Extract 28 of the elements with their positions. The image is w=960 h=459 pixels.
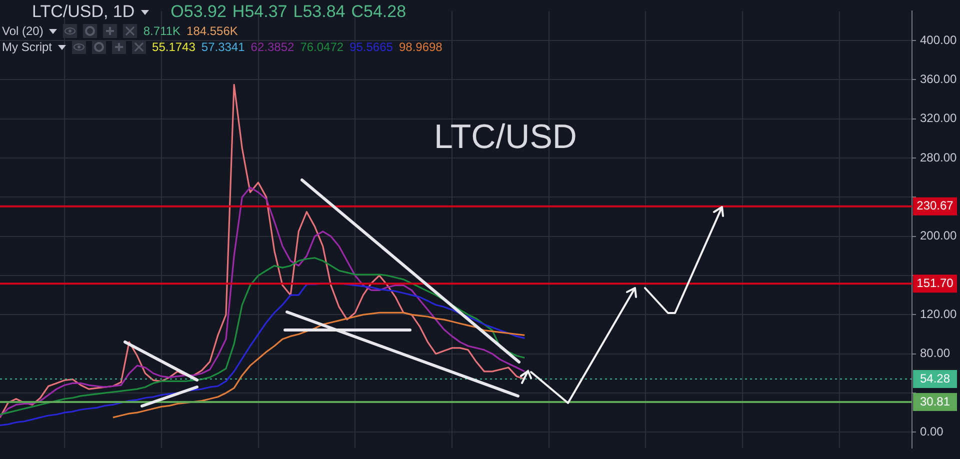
annotation: 184.556K — [186, 24, 238, 38]
annotation: 76.0472 — [300, 40, 344, 54]
annotation: 57.3341 — [201, 40, 245, 54]
ref-line-label: 151.70 — [916, 276, 954, 290]
annotation: H54.37 — [232, 2, 288, 22]
annotation: 62.3852 — [250, 40, 294, 54]
y-tick-label: 80.00 — [920, 346, 950, 360]
y-tick-label: 200.00 — [920, 228, 958, 243]
y-tick-label: 400.00 — [920, 32, 958, 47]
annotation: LTC/USD — [434, 118, 577, 157]
y-tick-label: 360.00 — [920, 72, 958, 86]
annotation: L53.84 — [293, 2, 346, 22]
annotation: C54.28 — [351, 2, 406, 22]
y-tick-label: 120.00 — [920, 306, 958, 321]
annotation: Vol (20) — [2, 24, 44, 38]
annotation: 8.711K — [143, 24, 181, 38]
annotation: O53.92 — [170, 2, 226, 22]
ref-line-label: 30.81 — [920, 394, 950, 408]
ref-line-label: 230.67 — [916, 198, 954, 213]
chart-title: LTC/USD, 1D — [32, 2, 135, 22]
annotation: 55.1743 — [152, 40, 196, 54]
y-tick-label: 0.00 — [920, 424, 944, 438]
y-tick-label: 320.00 — [920, 111, 958, 126]
annotation: 98.9698 — [398, 40, 442, 54]
annotation: My Script — [2, 40, 52, 54]
annotation: 95.5665 — [350, 40, 393, 54]
ref-line-label: 54.28 — [920, 371, 950, 386]
y-tick-label: 280.00 — [920, 150, 958, 164]
